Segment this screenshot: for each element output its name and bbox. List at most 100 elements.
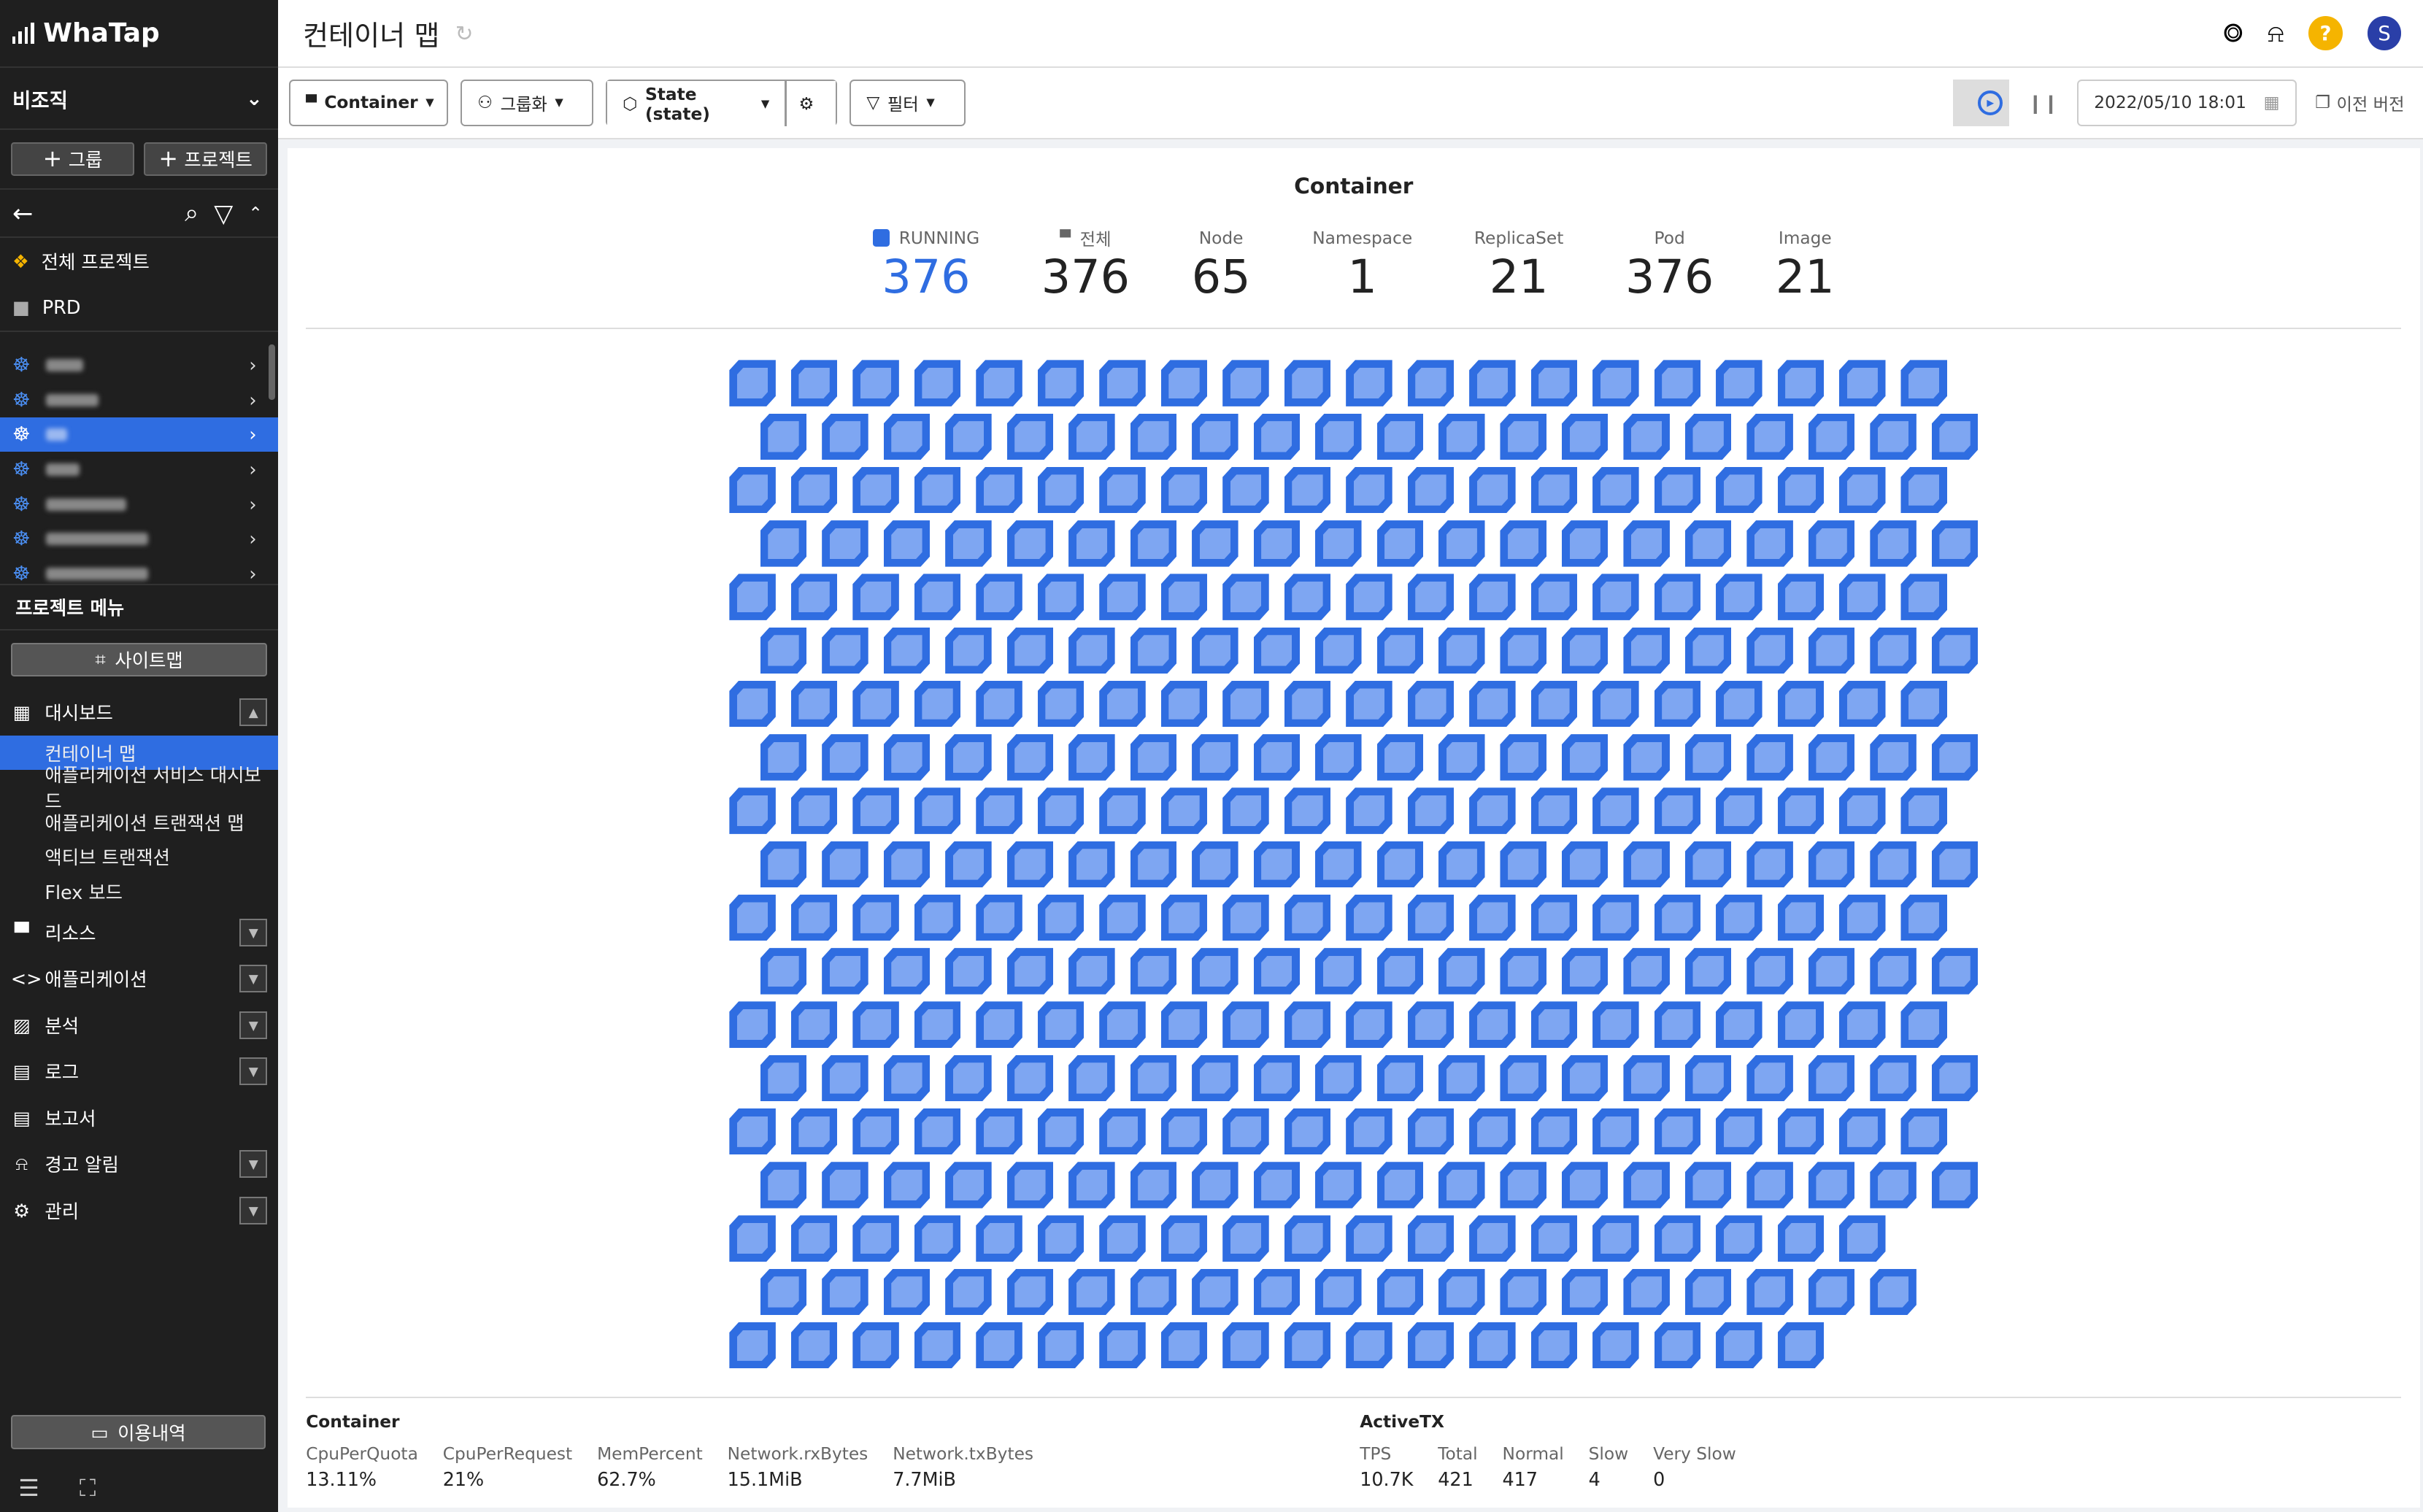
- container-cell[interactable]: [852, 574, 899, 620]
- container-cell[interactable]: [1530, 1001, 1578, 1048]
- container-cell[interactable]: [1500, 1054, 1546, 1102]
- add-project-button[interactable]: + 프로젝트: [143, 142, 268, 177]
- container-cell[interactable]: [1222, 787, 1269, 834]
- container-cell[interactable]: [1870, 1054, 1917, 1102]
- container-cell[interactable]: [1870, 520, 1917, 567]
- container-cell[interactable]: [1346, 787, 1392, 834]
- container-cell[interactable]: [1777, 787, 1825, 834]
- expand-toggle[interactable]: ▼: [239, 1057, 268, 1086]
- container-cell[interactable]: [1222, 894, 1269, 941]
- container-cell[interactable]: [1839, 1215, 1886, 1262]
- container-cell[interactable]: [1006, 734, 1054, 781]
- container-cell[interactable]: [1684, 520, 1732, 567]
- container-cell[interactable]: [1500, 520, 1546, 567]
- container-cell[interactable]: [945, 520, 992, 567]
- container-cell[interactable]: [914, 1215, 961, 1262]
- container-cell[interactable]: [1469, 1215, 1516, 1262]
- container-cell[interactable]: [1407, 680, 1455, 728]
- menu-resource[interactable]: ▀ 리소스 ▼: [0, 909, 278, 956]
- container-cell[interactable]: [1006, 1268, 1054, 1316]
- container-cell[interactable]: [1222, 466, 1269, 514]
- container-cell[interactable]: [1746, 841, 1793, 888]
- container-cell[interactable]: [1160, 680, 1208, 728]
- container-cell[interactable]: [1931, 520, 1979, 567]
- container-cell[interactable]: [1808, 1162, 1855, 1208]
- container-cell[interactable]: [1469, 680, 1516, 728]
- container-cell[interactable]: [1654, 466, 1701, 514]
- container-cell[interactable]: [852, 360, 899, 406]
- container-cell[interactable]: [790, 894, 838, 941]
- container-cell[interactable]: [1839, 894, 1886, 941]
- container-cell[interactable]: [1716, 360, 1763, 406]
- container-cell[interactable]: [822, 734, 868, 781]
- container-dropdown[interactable]: ▀ Container ▼: [288, 80, 448, 126]
- container-cell[interactable]: [1284, 574, 1331, 620]
- container-cell[interactable]: [1315, 948, 1362, 995]
- submenu-app-transaction-map[interactable]: 애플리케이션 트랜잭션 맵: [45, 811, 244, 834]
- container-cell[interactable]: [1870, 413, 1917, 460]
- avatar[interactable]: S: [2367, 16, 2402, 50]
- search-icon[interactable]: ⌕: [185, 198, 199, 228]
- container-cell[interactable]: [883, 841, 931, 888]
- container-cell[interactable]: [1716, 680, 1763, 728]
- container-cell[interactable]: [1654, 1215, 1701, 1262]
- container-cell[interactable]: [1716, 1108, 1763, 1155]
- container-cell[interactable]: [976, 574, 1022, 620]
- container-cell[interactable]: [1592, 1322, 1639, 1369]
- container-cell[interactable]: [1746, 627, 1793, 674]
- container-cell[interactable]: [852, 787, 899, 834]
- container-cell[interactable]: [1222, 1001, 1269, 1048]
- container-cell[interactable]: [822, 1054, 868, 1102]
- container-cell[interactable]: [1684, 1268, 1732, 1316]
- container-cell[interactable]: [1716, 1322, 1763, 1369]
- container-cell[interactable]: [1407, 574, 1455, 620]
- container-cell[interactable]: [1623, 1054, 1670, 1102]
- expand-toggle[interactable]: ▼: [239, 1150, 268, 1179]
- container-cell[interactable]: [729, 1108, 776, 1155]
- container-cell[interactable]: [1192, 413, 1239, 460]
- container-cell[interactable]: [1561, 1054, 1609, 1102]
- container-cell[interactable]: [1037, 787, 1085, 834]
- container-cell[interactable]: [1284, 787, 1331, 834]
- project-item[interactable]: ☸ ›: [0, 382, 278, 417]
- container-cell[interactable]: [1130, 1162, 1177, 1208]
- container-cell[interactable]: [790, 680, 838, 728]
- container-cell[interactable]: [1469, 1001, 1516, 1048]
- container-cell[interactable]: [1407, 1001, 1455, 1048]
- container-cell[interactable]: [1716, 787, 1763, 834]
- container-cell[interactable]: [1130, 413, 1177, 460]
- container-cell[interactable]: [1222, 360, 1269, 406]
- container-cell[interactable]: [1407, 1108, 1455, 1155]
- container-cell[interactable]: [1808, 1054, 1855, 1102]
- menu-management[interactable]: ⚙ 관리 ▼: [0, 1187, 278, 1234]
- container-cell[interactable]: [1746, 413, 1793, 460]
- container-cell[interactable]: [1469, 894, 1516, 941]
- container-cell[interactable]: [1284, 1001, 1331, 1048]
- help-button[interactable]: ?: [2308, 16, 2343, 50]
- container-cell[interactable]: [1407, 894, 1455, 941]
- container-cell[interactable]: [945, 1162, 992, 1208]
- container-cell[interactable]: [1469, 787, 1516, 834]
- container-cell[interactable]: [1438, 1054, 1485, 1102]
- menu-application[interactable]: <> 애플리케이션 ▼: [0, 955, 278, 1002]
- container-cell[interactable]: [1592, 574, 1639, 620]
- container-cell[interactable]: [790, 360, 838, 406]
- container-cell[interactable]: [1808, 627, 1855, 674]
- container-cell[interactable]: [1284, 466, 1331, 514]
- container-cell[interactable]: [1931, 627, 1979, 674]
- container-cell[interactable]: [1407, 787, 1455, 834]
- usage-button[interactable]: ▭ 이용내역: [10, 1415, 266, 1450]
- container-cell[interactable]: [1192, 734, 1239, 781]
- container-cell[interactable]: [1253, 1162, 1301, 1208]
- container-cell[interactable]: [1192, 520, 1239, 567]
- container-cell[interactable]: [1253, 413, 1301, 460]
- container-cell[interactable]: [1099, 1322, 1146, 1369]
- container-cell[interactable]: [1900, 466, 1947, 514]
- container-cell[interactable]: [1870, 948, 1917, 995]
- menu-alert[interactable]: ⍾ 경고 알림 ▼: [0, 1141, 278, 1188]
- container-cell[interactable]: [1037, 1001, 1085, 1048]
- container-cell[interactable]: [1130, 520, 1177, 567]
- all-projects-item[interactable]: ❖ 전체 프로젝트: [0, 238, 278, 285]
- container-cell[interactable]: [1130, 841, 1177, 888]
- container-cell[interactable]: [729, 787, 776, 834]
